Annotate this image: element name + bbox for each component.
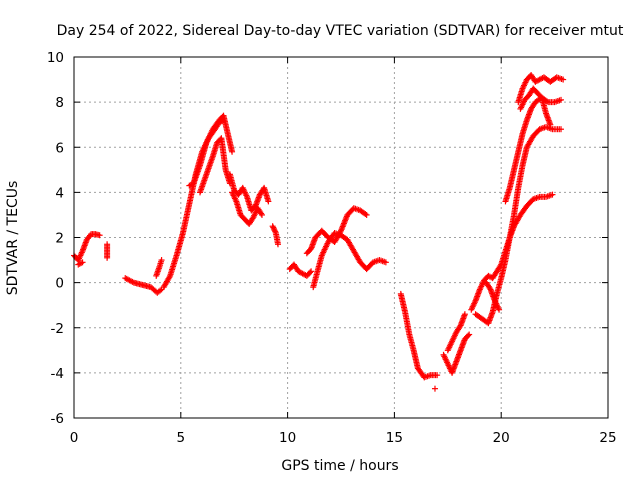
- data-point: [456, 323, 463, 330]
- y-tick-label: 8: [55, 95, 64, 111]
- x-tick-label: 20: [493, 430, 510, 446]
- x-axis-label: GPS time / hours: [281, 458, 398, 474]
- data-point: [434, 372, 441, 379]
- data-point: [258, 210, 265, 217]
- data-point: [486, 285, 493, 292]
- data-point: [549, 191, 556, 198]
- data-point: [96, 232, 103, 239]
- data-markers: [71, 72, 567, 392]
- data-point: [431, 385, 438, 392]
- x-tick-label: 0: [70, 430, 79, 446]
- axis-ticks: 0 5 10 15 20 25 -6 -4 -2 0 2 4 6 8 10: [47, 50, 617, 446]
- data-point: [229, 148, 236, 155]
- data-point: [461, 311, 468, 318]
- data-point: [258, 211, 265, 218]
- y-tick-label: 6: [55, 140, 64, 156]
- x-tick-label: 25: [599, 430, 616, 446]
- y-tick-label: 4: [55, 185, 64, 201]
- data-point: [496, 306, 503, 313]
- y-tick-label: 0: [55, 276, 64, 292]
- data-point: [269, 223, 276, 230]
- data-point: [265, 198, 272, 205]
- x-tick-label: 5: [177, 430, 186, 446]
- data-point: [558, 96, 565, 103]
- y-tick-label: -6: [51, 411, 64, 427]
- data-point: [79, 259, 86, 266]
- data-point: [466, 331, 473, 338]
- data-point: [547, 121, 554, 128]
- y-tick-label: -2: [51, 321, 64, 337]
- y-tick-label: 10: [47, 50, 64, 66]
- data-point: [363, 211, 370, 218]
- data-point: [104, 254, 111, 261]
- data-point: [362, 211, 369, 218]
- data-point: [272, 228, 279, 235]
- data-point: [382, 259, 389, 266]
- data-point: [465, 332, 472, 339]
- plot-frame: [73, 56, 609, 419]
- data-point: [271, 227, 278, 234]
- data-point: [270, 224, 277, 231]
- data-point: [270, 225, 277, 232]
- data-point: [308, 268, 315, 275]
- data-point: [560, 76, 567, 83]
- data-point: [274, 241, 281, 248]
- y-axis-label: SDTVAR / TECUs: [5, 181, 21, 296]
- data-point: [307, 269, 314, 276]
- x-tick-label: 15: [386, 430, 403, 446]
- data-point: [558, 126, 565, 133]
- x-tick-label: 10: [279, 430, 296, 446]
- y-tick-label: 2: [55, 231, 64, 247]
- y-tick-label: -4: [51, 366, 64, 382]
- chart-title: Day 254 of 2022, Sidereal Day-to-day VTE…: [57, 23, 624, 39]
- data-point: [158, 257, 165, 264]
